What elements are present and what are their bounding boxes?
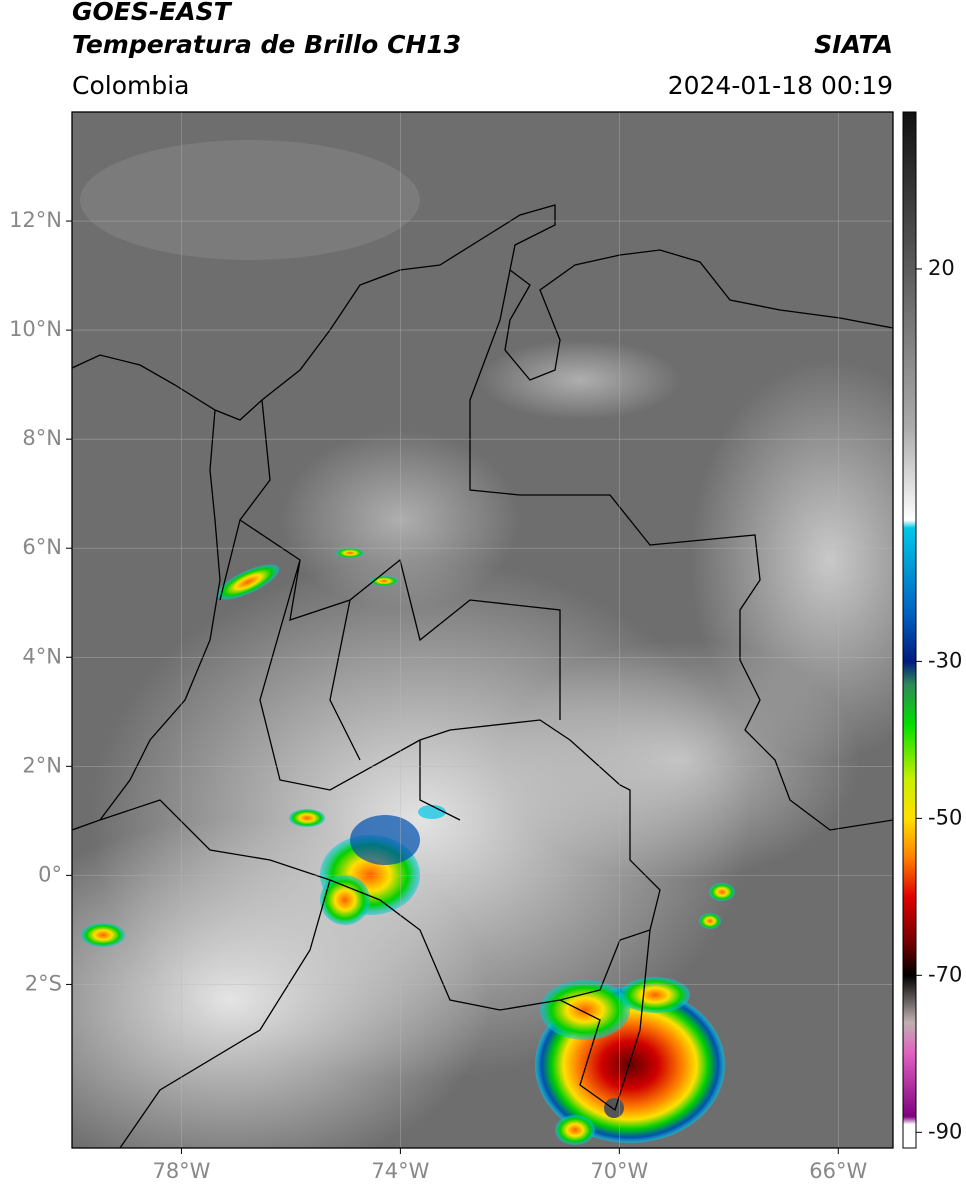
y-tick-label: 6°N [22, 535, 62, 559]
satellite-image [72, 112, 893, 1148]
y-tick-label: 4°N [22, 644, 62, 668]
colorbar-tick-label: -30 [928, 648, 962, 672]
x-tick-label: 78°W [152, 1159, 210, 1183]
x-tick-label: 66°W [809, 1159, 867, 1183]
y-tick-label: 8°N [22, 426, 62, 450]
colorbar [902, 111, 917, 1149]
source: SIATA [814, 30, 893, 59]
colorbar-tick-label: -90 [928, 1119, 962, 1143]
y-tick-label: 0° [38, 862, 62, 886]
y-tick-label: 10°N [9, 317, 62, 341]
datetime: 2024-01-18 00:19 [668, 71, 893, 100]
y-tick-label: 2°N [22, 753, 62, 777]
x-tick-label: 70°W [590, 1159, 648, 1183]
x-tick-label: 74°W [371, 1159, 429, 1183]
title: GOES-EAST [72, 0, 233, 26]
y-tick-label: 12°N [9, 208, 62, 232]
colorbar-tick-label: 20 [928, 256, 955, 280]
colorbar-tick-label: -70 [928, 962, 962, 986]
region: Colombia [72, 71, 189, 100]
map-frame [71, 111, 894, 1149]
colorbar-tick-label: -50 [928, 805, 962, 829]
subtitle: Temperatura de Brillo CH13 [72, 30, 461, 59]
y-tick-label: 2°S [25, 971, 62, 995]
